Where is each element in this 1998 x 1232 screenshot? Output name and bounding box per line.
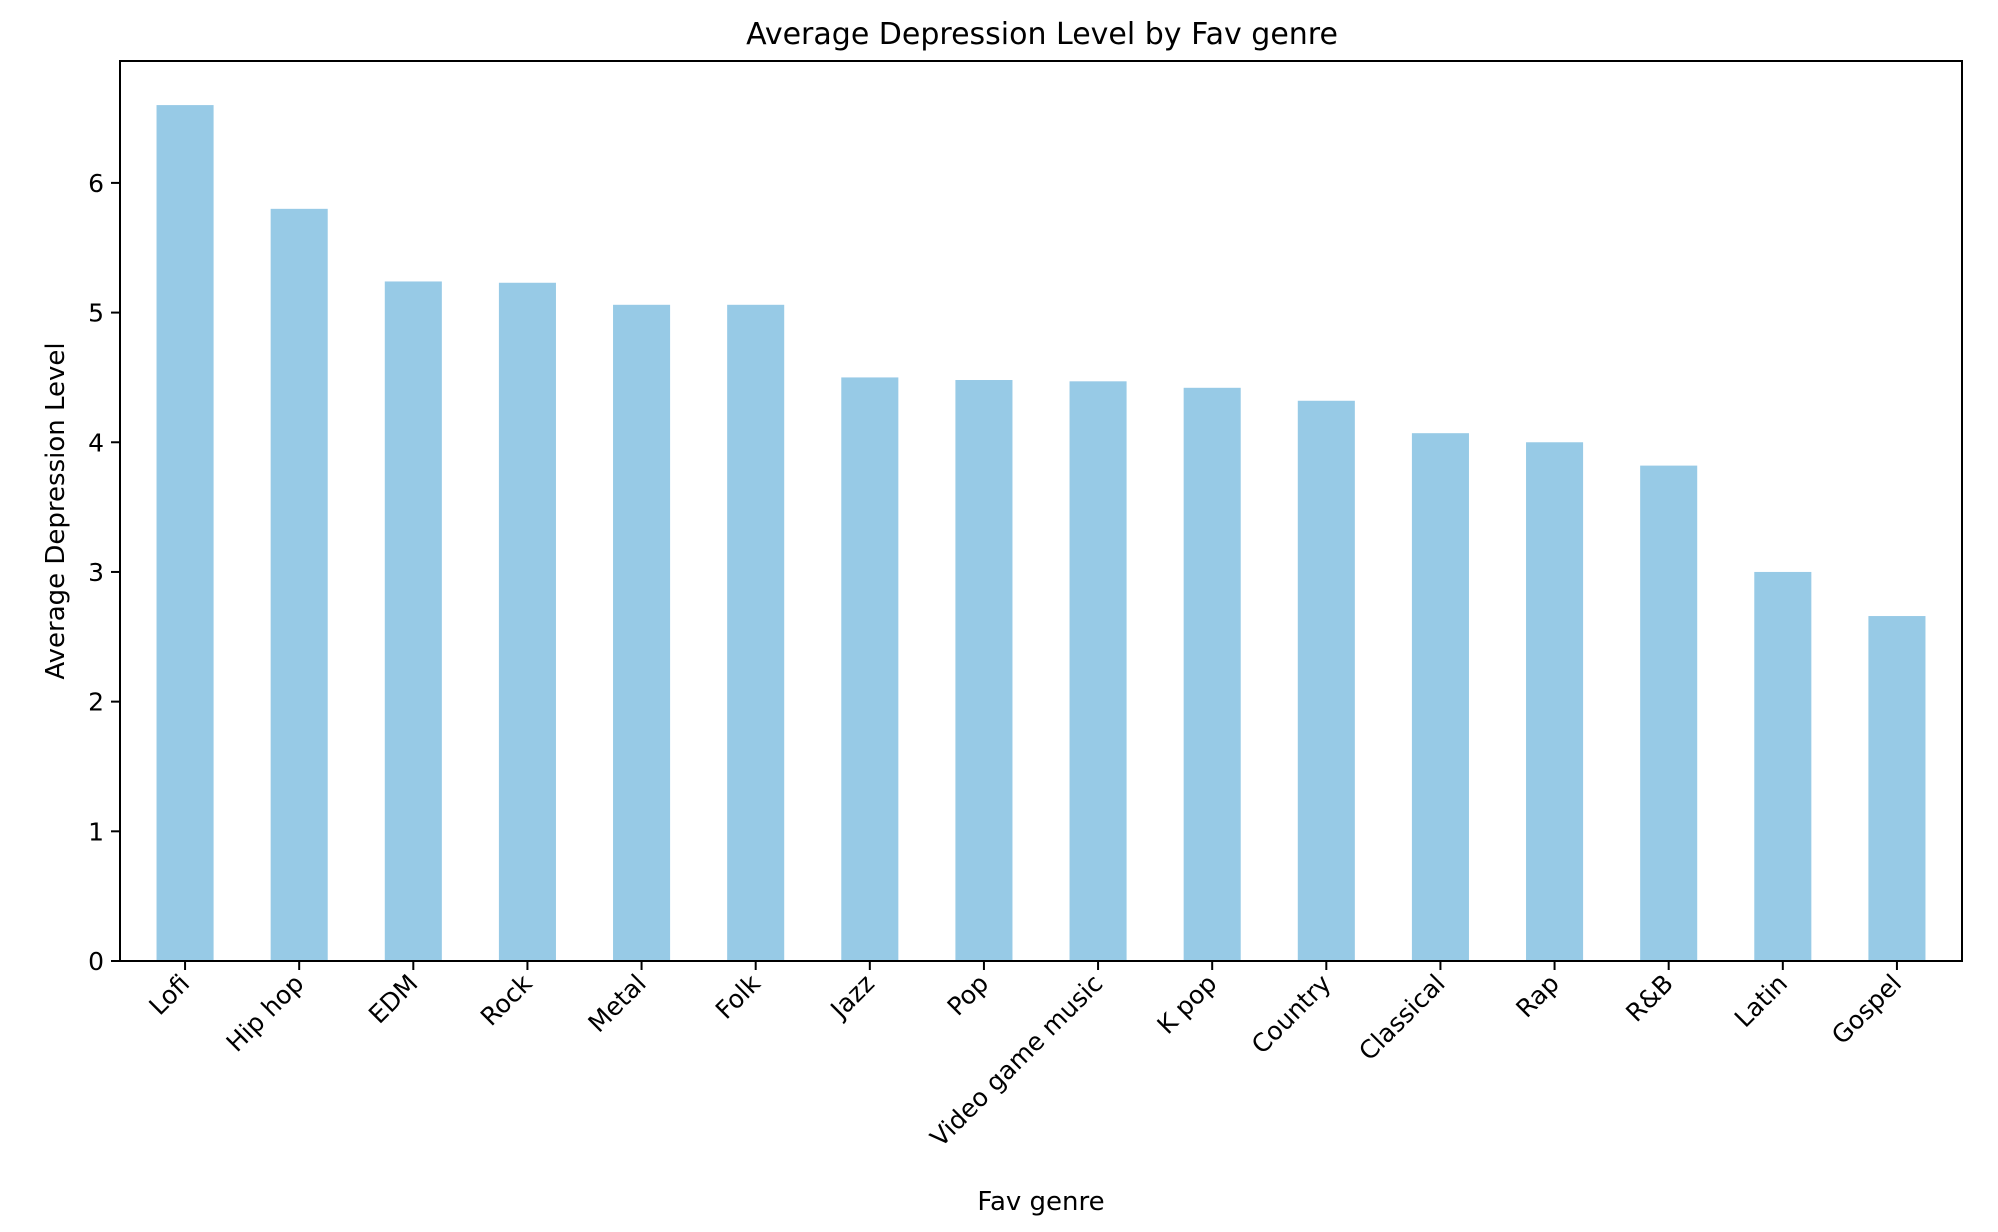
bars-group xyxy=(156,105,1926,962)
bar-7 xyxy=(955,380,1013,962)
bar-8 xyxy=(1069,381,1127,961)
bar-13 xyxy=(1640,465,1698,961)
y-tick-label-4: 4 xyxy=(88,428,104,457)
bar-10 xyxy=(1297,400,1355,962)
y-axis-ticks: 0 1 2 3 4 5 6 xyxy=(88,169,120,976)
bar-2 xyxy=(384,281,442,962)
y-tick-label-5: 5 xyxy=(88,299,104,328)
bar-12 xyxy=(1526,442,1584,961)
y-tick-label-1: 1 xyxy=(88,817,104,846)
y-tick-label-3: 3 xyxy=(88,558,104,587)
bar-3 xyxy=(498,282,556,961)
y-tick-label-0: 0 xyxy=(88,947,104,976)
bar-11 xyxy=(1411,433,1469,962)
bar-9 xyxy=(1183,387,1241,961)
y-axis-label: Average Depression Level xyxy=(41,342,71,679)
y-tick-label-6: 6 xyxy=(88,169,104,198)
bar-15 xyxy=(1868,616,1926,961)
bar-0 xyxy=(156,105,214,961)
x-axis-label: Fav genre xyxy=(977,1187,1104,1217)
bar-6 xyxy=(841,377,899,961)
plot-area-frame xyxy=(119,60,1963,962)
bar-1 xyxy=(270,208,328,961)
bar-5 xyxy=(727,304,785,961)
y-tick-label-2: 2 xyxy=(88,688,104,717)
bar-14 xyxy=(1754,571,1812,961)
bar-4 xyxy=(613,304,671,961)
chart-title: Average Depression Level by Fav genre xyxy=(746,17,1338,52)
